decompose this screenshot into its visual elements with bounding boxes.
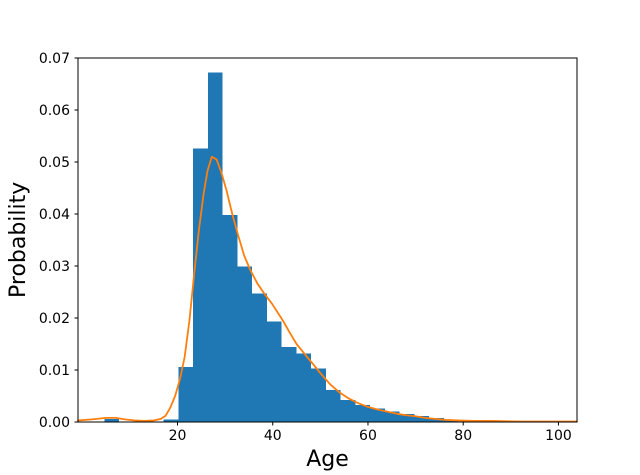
- x-tick-label: 20: [169, 428, 187, 444]
- histogram-bar: [414, 415, 430, 422]
- y-tick-label: 0.03: [39, 259, 70, 275]
- kde-curve: [77, 155, 578, 423]
- histogram-bar: [281, 347, 297, 422]
- y-tick-label: 0.06: [39, 103, 70, 119]
- y-tick-label: 0.07: [39, 51, 70, 67]
- histogram-bar: [163, 419, 179, 422]
- histogram-bar: [178, 366, 194, 422]
- histogram-bar: [193, 148, 208, 423]
- histogram-bar: [340, 400, 356, 422]
- y-tick-label: 0.00: [39, 415, 70, 431]
- histogram-bar: [325, 389, 341, 422]
- histogram-bar: [384, 411, 400, 422]
- histogram-bar: [355, 404, 371, 422]
- y-tick-label: 0.04: [39, 207, 70, 223]
- y-tick-label: 0.01: [39, 363, 70, 379]
- histogram-bar: [252, 293, 267, 422]
- histogram-bar: [399, 414, 415, 422]
- histogram-bar: [237, 266, 253, 422]
- x-tick-label: 80: [454, 428, 472, 444]
- histogram-bar: [311, 368, 326, 422]
- y-axis-label: Probability: [6, 181, 31, 299]
- x-axis-label: Age: [306, 447, 349, 472]
- histogram-bar: [222, 215, 238, 422]
- x-tick-label: 60: [359, 428, 377, 444]
- histogram-bar: [370, 408, 385, 422]
- y-tick-label: 0.02: [39, 311, 70, 327]
- histogram-bar: [296, 353, 312, 422]
- plot-border: [77, 57, 578, 423]
- histogram-bar: [207, 72, 223, 422]
- x-tick-label: 100: [545, 428, 572, 444]
- x-tick-label: 40: [264, 428, 282, 444]
- y-tick-label: 0.05: [39, 155, 70, 171]
- histogram-bar: [266, 321, 282, 422]
- histogram-bar: [104, 418, 120, 422]
